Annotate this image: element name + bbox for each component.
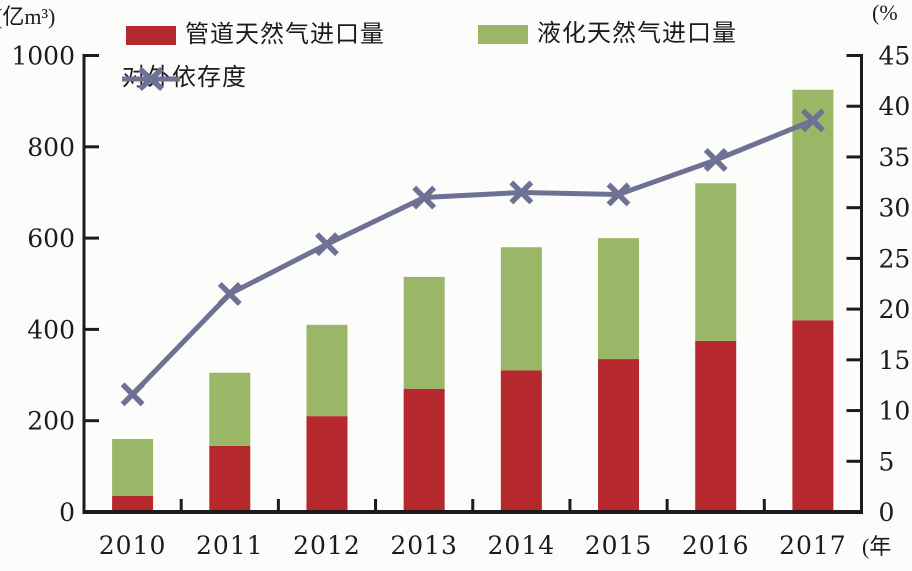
x-axis-tick-label: 2017: [779, 531, 847, 560]
bar-pipeline-2011: [209, 445, 251, 512]
line-marker-x-2016: [703, 148, 728, 172]
right-axis-tick-label: 0: [879, 498, 895, 527]
right-axis-tick-label: 25: [879, 244, 911, 273]
left-axis-tick-label: 800: [27, 133, 75, 162]
right-axis-unit-label: (%: [872, 0, 898, 25]
bar-pipeline-2013: [403, 388, 445, 512]
x-axis-tick-label: 2013: [390, 531, 458, 560]
x-axis-unit-label: (年: [862, 534, 892, 559]
right-axis-tick-label: 5: [879, 447, 895, 476]
left-axis-tick-label: 1000: [11, 42, 75, 71]
legend-label-pipeline: 管道天然气进口量: [185, 22, 385, 48]
lng-legend-swatch-icon: [478, 24, 528, 44]
x-axis-tick-label: 2015: [585, 531, 653, 560]
bar-pipeline-2015: [598, 359, 640, 512]
bar-pipeline-2016: [695, 340, 737, 512]
bar-pipeline-2010: [112, 496, 154, 512]
legend-item-pipeline: 管道天然气进口量: [126, 23, 385, 47]
legend-item-dependency: 对外依存度: [122, 66, 247, 92]
bar-lng-2015: [598, 238, 640, 360]
bar-pipeline-2012: [306, 416, 348, 512]
line-marker-x-2010: [120, 382, 145, 407]
legend-label-lng: 液化天然气进口量: [537, 21, 737, 47]
x-axis-tick-label: 2016: [682, 531, 750, 560]
left-axis-unit-label: (亿m³): [0, 4, 56, 29]
right-axis-tick-label: 40: [879, 92, 911, 121]
left-axis-tick-label: 0: [59, 498, 75, 527]
line-x-marker-icon: [122, 66, 180, 92]
x-axis-tick-label: 2010: [99, 531, 167, 560]
bar-pipeline-2014: [500, 370, 542, 512]
line-marker-x-2012: [315, 232, 339, 257]
left-axis-tick-label: 200: [27, 407, 75, 436]
bar-lng-2016: [695, 183, 737, 341]
left-axis-tick-label: 400: [27, 315, 75, 344]
dependency-line: [130, 118, 814, 397]
pipeline-legend-swatch-icon: [126, 25, 176, 45]
x-axis-tick-label: 2014: [488, 531, 556, 560]
right-axis-tick-label: 35: [879, 143, 911, 172]
line-marker-x-2015: [606, 182, 631, 207]
bar-lng-2010: [112, 438, 154, 497]
left-axis-tick-label: 600: [27, 224, 75, 253]
right-axis-tick-label: 30: [879, 194, 911, 223]
right-axis-tick-label: 45: [879, 42, 911, 71]
x-axis-tick-label: 2012: [293, 531, 361, 560]
line-marker-x-2013: [412, 185, 437, 210]
right-axis-tick-label: 15: [879, 346, 911, 375]
bar-lng-2014: [500, 247, 542, 371]
legend-item-lng: 液化天然气进口量: [478, 22, 737, 46]
bar-lng-2011: [209, 372, 251, 446]
bar-lng-2012: [306, 324, 348, 417]
line-marker-x-2017: [800, 108, 825, 133]
right-axis-tick-label: 20: [879, 295, 911, 324]
line-marker-x-2014: [509, 180, 534, 205]
x-axis-tick-label: 2011: [196, 531, 264, 560]
line-marker-x-2011: [217, 281, 242, 306]
right-axis-tick-label: 10: [879, 397, 911, 426]
bar-lng-2013: [403, 276, 445, 389]
bar-pipeline-2017: [792, 320, 834, 512]
